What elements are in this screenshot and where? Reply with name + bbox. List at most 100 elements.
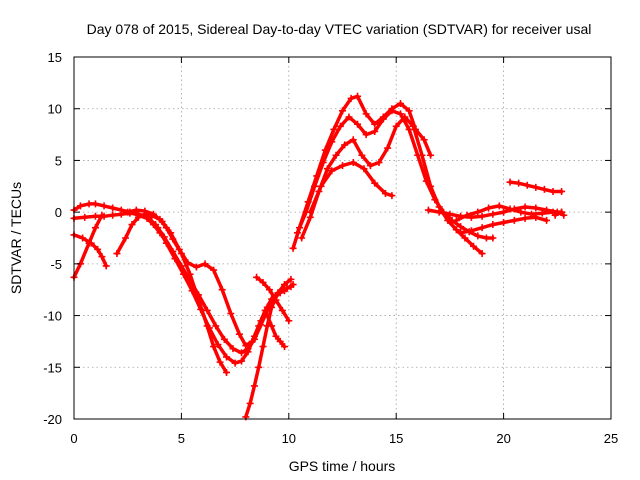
series-layer: [70, 92, 568, 421]
data-point: [132, 206, 140, 214]
data-point: [463, 211, 471, 219]
data-point: [549, 187, 557, 195]
data-point: [180, 270, 188, 278]
data-point: [405, 107, 413, 115]
y-tick-label: -20: [43, 412, 62, 427]
data-point: [281, 281, 289, 289]
data-point: [319, 158, 327, 166]
data-point: [244, 348, 252, 356]
data-point: [427, 182, 435, 190]
data-point: [171, 255, 179, 263]
data-point: [332, 151, 340, 159]
data-point: [328, 167, 336, 175]
data-point: [551, 211, 559, 219]
data-point: [91, 200, 99, 208]
data-point: [223, 353, 231, 361]
data-point: [339, 162, 346, 170]
x-axis-title: GPS time / hours: [289, 458, 396, 474]
data-point: [540, 185, 548, 193]
chart-title: Day 078 of 2015, Sidereal Day-to-day VTE…: [87, 21, 592, 37]
data-point: [192, 263, 200, 271]
data-point: [500, 208, 508, 216]
data-point: [495, 202, 503, 210]
data-point: [167, 229, 175, 237]
data-point: [214, 341, 222, 349]
y-tick-label: 0: [55, 205, 62, 220]
data-point: [227, 310, 235, 318]
data-point: [272, 332, 280, 340]
data-point: [418, 151, 426, 159]
data-point: [162, 239, 170, 247]
data-point: [235, 330, 243, 338]
data-point: [175, 245, 183, 253]
data-point: [109, 204, 117, 212]
data-point: [379, 115, 387, 123]
data-point: [427, 151, 435, 159]
data-point: [478, 224, 486, 232]
data-point: [253, 273, 261, 281]
data-point: [205, 324, 213, 332]
data-point: [100, 202, 108, 210]
series-track-n: [308, 160, 394, 214]
data-point: [349, 136, 357, 144]
data-point: [371, 120, 379, 128]
data-point: [521, 214, 529, 222]
data-point: [392, 122, 400, 130]
y-tick-label: 10: [48, 102, 62, 117]
data-point: [457, 229, 465, 237]
data-point: [154, 224, 162, 232]
data-point: [388, 192, 396, 200]
data-point: [558, 208, 566, 216]
data-point: [259, 278, 267, 286]
series-track-l: [295, 109, 495, 240]
data-point: [482, 234, 490, 242]
data-point: [339, 107, 346, 115]
data-point: [558, 187, 566, 195]
data-point: [283, 285, 291, 293]
data-point: [489, 221, 497, 229]
data-point: [113, 250, 121, 258]
data-point: [388, 107, 396, 115]
data-point: [94, 245, 102, 253]
data-point: [409, 122, 417, 130]
plot-frame: [73, 56, 612, 420]
data-point: [336, 122, 344, 130]
data-point: [521, 203, 529, 211]
data-point: [349, 158, 357, 166]
data-point: [231, 359, 239, 367]
data-point: [474, 232, 482, 240]
data-point: [420, 136, 428, 144]
data-point: [276, 337, 284, 345]
data-point: [341, 141, 349, 149]
data-point: [268, 322, 276, 330]
data-point: [485, 204, 493, 212]
data-point: [532, 204, 540, 212]
data-point: [360, 165, 368, 173]
data-point: [281, 343, 289, 351]
data-point: [298, 234, 306, 242]
data-point: [102, 262, 110, 270]
data-point: [220, 335, 228, 343]
data-point: [278, 306, 286, 314]
data-point: [362, 131, 370, 139]
data-point: [212, 322, 220, 330]
data-point: [384, 144, 392, 152]
data-point: [210, 266, 218, 274]
x-tick-label: 20: [496, 431, 510, 446]
data-point: [515, 179, 523, 187]
data-point: [362, 110, 370, 118]
data-point: [328, 138, 336, 146]
data-point: [285, 317, 293, 325]
data-point: [201, 260, 209, 268]
x-tick-label: 0: [70, 431, 77, 446]
data-point: [354, 92, 362, 100]
data-point: [306, 208, 314, 216]
data-point: [330, 125, 338, 133]
data-point: [186, 270, 194, 278]
data-point: [98, 253, 106, 261]
data-point: [85, 200, 93, 208]
data-point: [268, 303, 276, 311]
data-point: [405, 125, 413, 133]
y-axis-title: SDTVAR / TECUs: [8, 182, 24, 294]
